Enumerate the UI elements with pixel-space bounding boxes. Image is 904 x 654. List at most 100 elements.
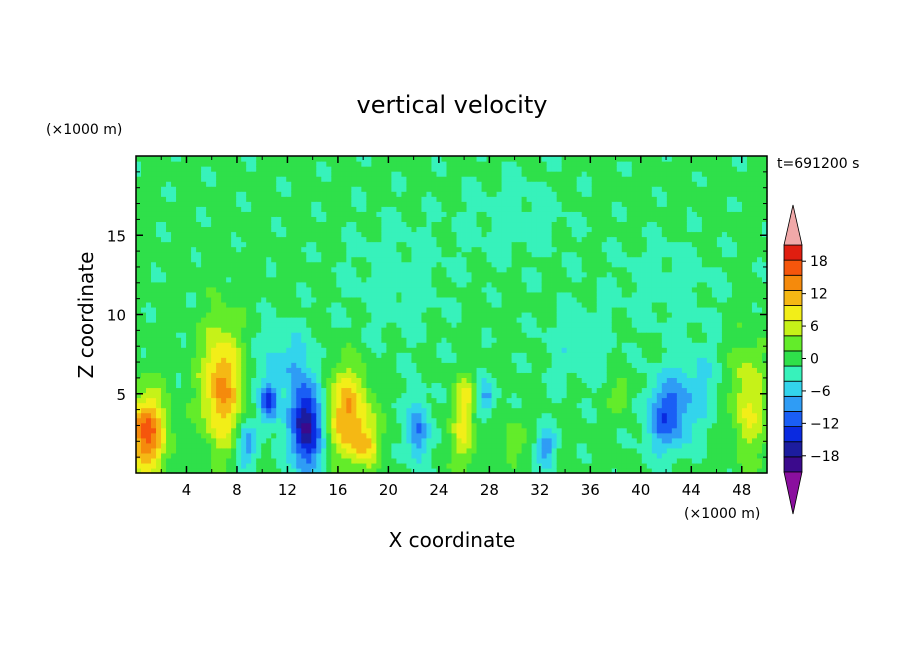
field-cell: [311, 417, 317, 424]
field-cell: [436, 407, 443, 414]
field-cell: [471, 427, 478, 434]
field-cell: [381, 317, 387, 323]
field-cell: [316, 367, 322, 373]
field-cell: [166, 301, 172, 308]
field-cell: [511, 357, 518, 363]
field-cell: [506, 286, 513, 293]
field-cell: [226, 422, 232, 429]
field-cell: [191, 266, 197, 273]
field-cell: [191, 327, 197, 333]
field-cell: [516, 387, 523, 394]
field-cell: [151, 337, 157, 343]
field-cell: [211, 181, 217, 187]
field-cell: [381, 467, 387, 474]
field-cell: [151, 286, 157, 293]
field-cell: [136, 296, 142, 303]
field-cell: [511, 171, 518, 177]
field-cell: [426, 362, 433, 368]
field-cell: [441, 246, 448, 253]
field-cell: [451, 241, 458, 248]
field-cell: [156, 322, 162, 328]
field-cell: [526, 397, 533, 404]
field-cell: [456, 161, 463, 167]
field-cell: [441, 342, 448, 348]
field-cell: [276, 317, 282, 323]
field-cell: [521, 276, 528, 283]
field-cell: [506, 176, 513, 182]
field-cell: [281, 332, 287, 338]
field-cell: [441, 176, 448, 182]
field-cell: [401, 276, 408, 283]
field-cell: [461, 342, 468, 348]
field-cell: [316, 397, 322, 404]
field-cell: [226, 171, 232, 177]
field-cell: [461, 452, 468, 459]
field-cell: [256, 317, 262, 323]
field-cell: [446, 342, 453, 348]
field-cell: [336, 296, 342, 303]
field-cell: [246, 327, 252, 333]
field-cell: [411, 196, 418, 202]
field-cell: [221, 271, 227, 278]
field-cell: [151, 432, 157, 439]
field-cell: [491, 231, 498, 238]
field-cell: [136, 362, 142, 368]
field-cell: [456, 211, 463, 217]
field-cell: [251, 357, 257, 363]
field-cell: [211, 211, 217, 217]
field-cell: [316, 286, 322, 293]
field-cell: [371, 412, 377, 419]
field-cell: [431, 452, 438, 459]
field-cell: [516, 156, 523, 162]
field-cell: [161, 206, 167, 212]
field-cell: [181, 352, 187, 358]
field-cell: [336, 276, 342, 283]
field-cell: [426, 322, 433, 328]
field-cell: [221, 447, 227, 454]
field-cell: [411, 161, 418, 167]
field-cell: [401, 407, 408, 414]
field-cell: [166, 347, 172, 353]
field-cell: [366, 221, 372, 228]
field-cell: [166, 447, 172, 454]
field-cell: [316, 392, 322, 399]
field-cell: [441, 327, 448, 333]
field-cell: [321, 296, 327, 303]
field-cell: [151, 266, 157, 273]
field-cell: [456, 226, 463, 233]
field-cell: [341, 367, 347, 373]
field-cell: [356, 327, 362, 333]
field-cell: [301, 362, 307, 368]
field-cell: [481, 342, 488, 348]
field-cell: [486, 301, 493, 308]
field-cell: [196, 301, 202, 308]
field-cell: [321, 432, 327, 439]
field-cell: [336, 377, 342, 384]
field-cell: [346, 442, 352, 449]
field-cell: [256, 296, 262, 303]
field-cell: [391, 417, 398, 424]
field-cell: [471, 216, 478, 223]
field-cell: [521, 246, 528, 253]
field-cell: [511, 276, 518, 283]
field-cell: [491, 442, 498, 449]
field-cell: [466, 176, 473, 182]
field-cell: [356, 447, 362, 454]
field-cell: [171, 367, 177, 373]
field-cell: [156, 196, 162, 202]
field-cell: [366, 186, 372, 192]
field-cell: [501, 432, 508, 439]
field-cell: [386, 467, 393, 474]
field-cell: [211, 296, 217, 303]
field-cell: [261, 211, 267, 217]
field-cell: [521, 201, 528, 207]
field-cell: [251, 462, 257, 469]
field-cell: [201, 462, 207, 469]
field-cell: [271, 276, 277, 283]
field-cell: [421, 221, 428, 228]
field-cell: [466, 251, 473, 258]
field-cell: [171, 407, 177, 414]
field-cell: [436, 271, 443, 278]
field-cell: [291, 347, 297, 353]
field-cell: [206, 291, 212, 298]
